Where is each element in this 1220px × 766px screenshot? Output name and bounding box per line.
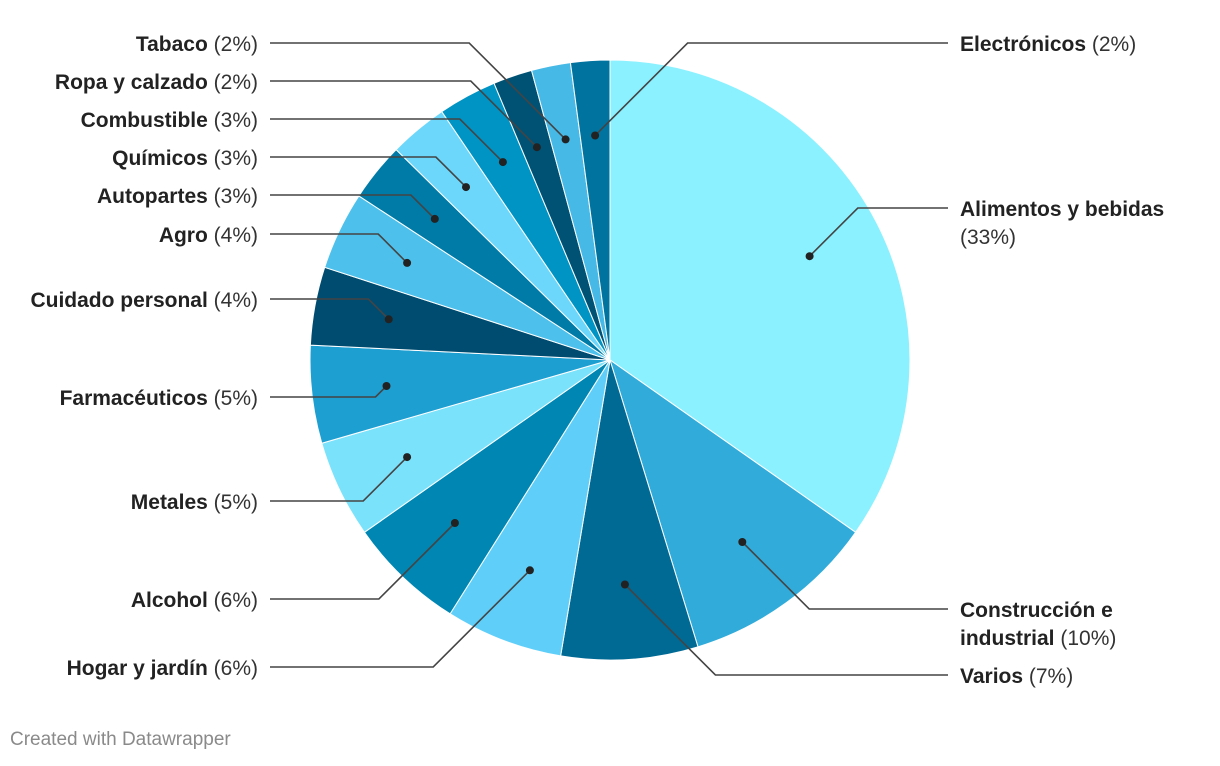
label-name: Construcción e xyxy=(960,599,1113,622)
leader-dot-combustible xyxy=(498,158,507,167)
label-name: Ropa y calzado xyxy=(55,71,208,94)
leader-line-tabaco xyxy=(270,42,567,140)
label-name: Electrónicos xyxy=(960,33,1086,56)
label-name: industrial xyxy=(960,627,1055,650)
label-percent: (3%) xyxy=(208,147,258,170)
leader-line-metales xyxy=(270,456,408,502)
data-label-farmaceuticos: Farmacéuticos (5%) xyxy=(60,387,258,410)
leader-line-electronicos xyxy=(594,42,948,137)
leader-dot-alimentos-y-bebidas xyxy=(805,252,814,261)
leader-line-combustible xyxy=(270,118,504,163)
label-percent: (4%) xyxy=(208,224,258,247)
data-label-alimentos-y-bebidas: Alimentos y bebidas (33%) xyxy=(960,198,1164,249)
leader-line-construccion-e-industrial xyxy=(741,541,948,610)
label-name: Agro xyxy=(159,224,208,247)
label-percent: (2%) xyxy=(1086,33,1136,56)
label-name: Combustible xyxy=(81,109,208,132)
leader-line-agro xyxy=(270,233,408,264)
data-label-metales: Metales (5%) xyxy=(131,491,258,514)
label-name: Alcohol xyxy=(131,589,208,612)
pie-slice-varios xyxy=(560,359,699,661)
label-percent: (4%) xyxy=(208,289,258,312)
label-percent: (5%) xyxy=(208,491,258,514)
label-percent: (6%) xyxy=(208,589,258,612)
pie-slice-alcohol xyxy=(363,359,611,615)
data-label-agro: Agro (4%) xyxy=(159,224,258,247)
leader-line-quimicos xyxy=(270,156,467,188)
pie-labels: Alimentos y bebidas (33%) Construcción e in… xyxy=(30,33,1164,688)
data-label-quimicos: Químicos (3%) xyxy=(112,147,258,170)
label-percent: (6%) xyxy=(208,657,258,680)
pie-slices xyxy=(309,59,911,661)
leader-line-hogar-y-jardin xyxy=(270,569,531,668)
label-name: Autopartes xyxy=(97,185,208,208)
label-percent: (7%) xyxy=(1023,665,1073,688)
leader-dot-agro xyxy=(403,258,412,267)
label-percent: (2%) xyxy=(208,71,258,94)
leader-line-alimentos-y-bebidas xyxy=(809,207,948,257)
leader-dot-tabaco xyxy=(561,135,570,144)
label-percent: (3%) xyxy=(208,185,258,208)
data-label-electronicos: Electrónicos (2%) xyxy=(960,33,1136,56)
leader-line-varios xyxy=(624,583,948,676)
pie-slice-electronicos xyxy=(569,59,611,361)
leader-dot-ropa-y-calzado xyxy=(532,143,541,152)
label-percent: (5%) xyxy=(208,387,258,410)
leader-dot-metales xyxy=(403,453,412,462)
leader-line-farmaceuticos xyxy=(270,385,388,398)
leader-dot-quimicos xyxy=(462,183,470,192)
data-label-construccion-e-industrial: Construcción e industrial (10%) xyxy=(960,599,1116,650)
data-label-varios: Varios (7%) xyxy=(960,665,1073,688)
label-percent: (10%) xyxy=(1055,627,1117,650)
data-label-hogar-y-jardin: Hogar y jardín (6%) xyxy=(67,657,258,680)
label-name: Alimentos y bebidas xyxy=(960,198,1164,221)
label-name: Cuidado personal xyxy=(30,289,207,312)
leader-dot-construccion-e-industrial xyxy=(738,538,747,546)
leader-dot-alcohol xyxy=(450,519,459,527)
leader-dot-cuidado-personal xyxy=(384,315,393,324)
data-label-autopartes: Autopartes (3%) xyxy=(97,185,258,208)
data-label-alcohol: Alcohol (6%) xyxy=(131,589,258,612)
label-percent: (3%) xyxy=(208,109,258,132)
label-percent: (33%) xyxy=(960,226,1016,249)
label-name: Hogar y jardín xyxy=(67,657,208,680)
data-label-combustible: Combustible (3%) xyxy=(81,109,258,132)
label-name: Químicos xyxy=(112,147,208,170)
leader-line-ropa-y-calzado xyxy=(270,80,538,148)
pie-slice-construccion-e-industrial xyxy=(609,358,857,648)
data-label-cuidado-personal: Cuidado personal (4%) xyxy=(30,289,258,312)
leader-dot-farmaceuticos xyxy=(382,382,391,390)
credit-text: Created with Datawrapper xyxy=(10,729,231,750)
leader-line-alcohol xyxy=(270,522,456,600)
leader-dot-hogar-y-jardin xyxy=(525,566,534,575)
pie-slice-alimentos-y-bebidas xyxy=(609,59,911,533)
leader-line-cuidado-personal xyxy=(270,298,390,320)
data-label-ropa-y-calzado: Ropa y calzado (2%) xyxy=(55,71,258,94)
leader-dot-electronicos xyxy=(591,131,600,140)
label-percent: (2%) xyxy=(208,33,258,56)
label-name: Tabaco xyxy=(136,33,208,56)
data-label-tabaco: Tabaco (2%) xyxy=(136,33,258,56)
pie-slice-hogar-y-jardin xyxy=(449,359,611,657)
label-name: Varios xyxy=(960,665,1023,688)
leader-dot-varios xyxy=(620,580,629,589)
label-name: Metales xyxy=(131,491,208,514)
label-name: Farmacéuticos xyxy=(60,387,208,410)
leader-line-autopartes xyxy=(270,194,436,220)
leader-dot-autopartes xyxy=(430,214,439,223)
